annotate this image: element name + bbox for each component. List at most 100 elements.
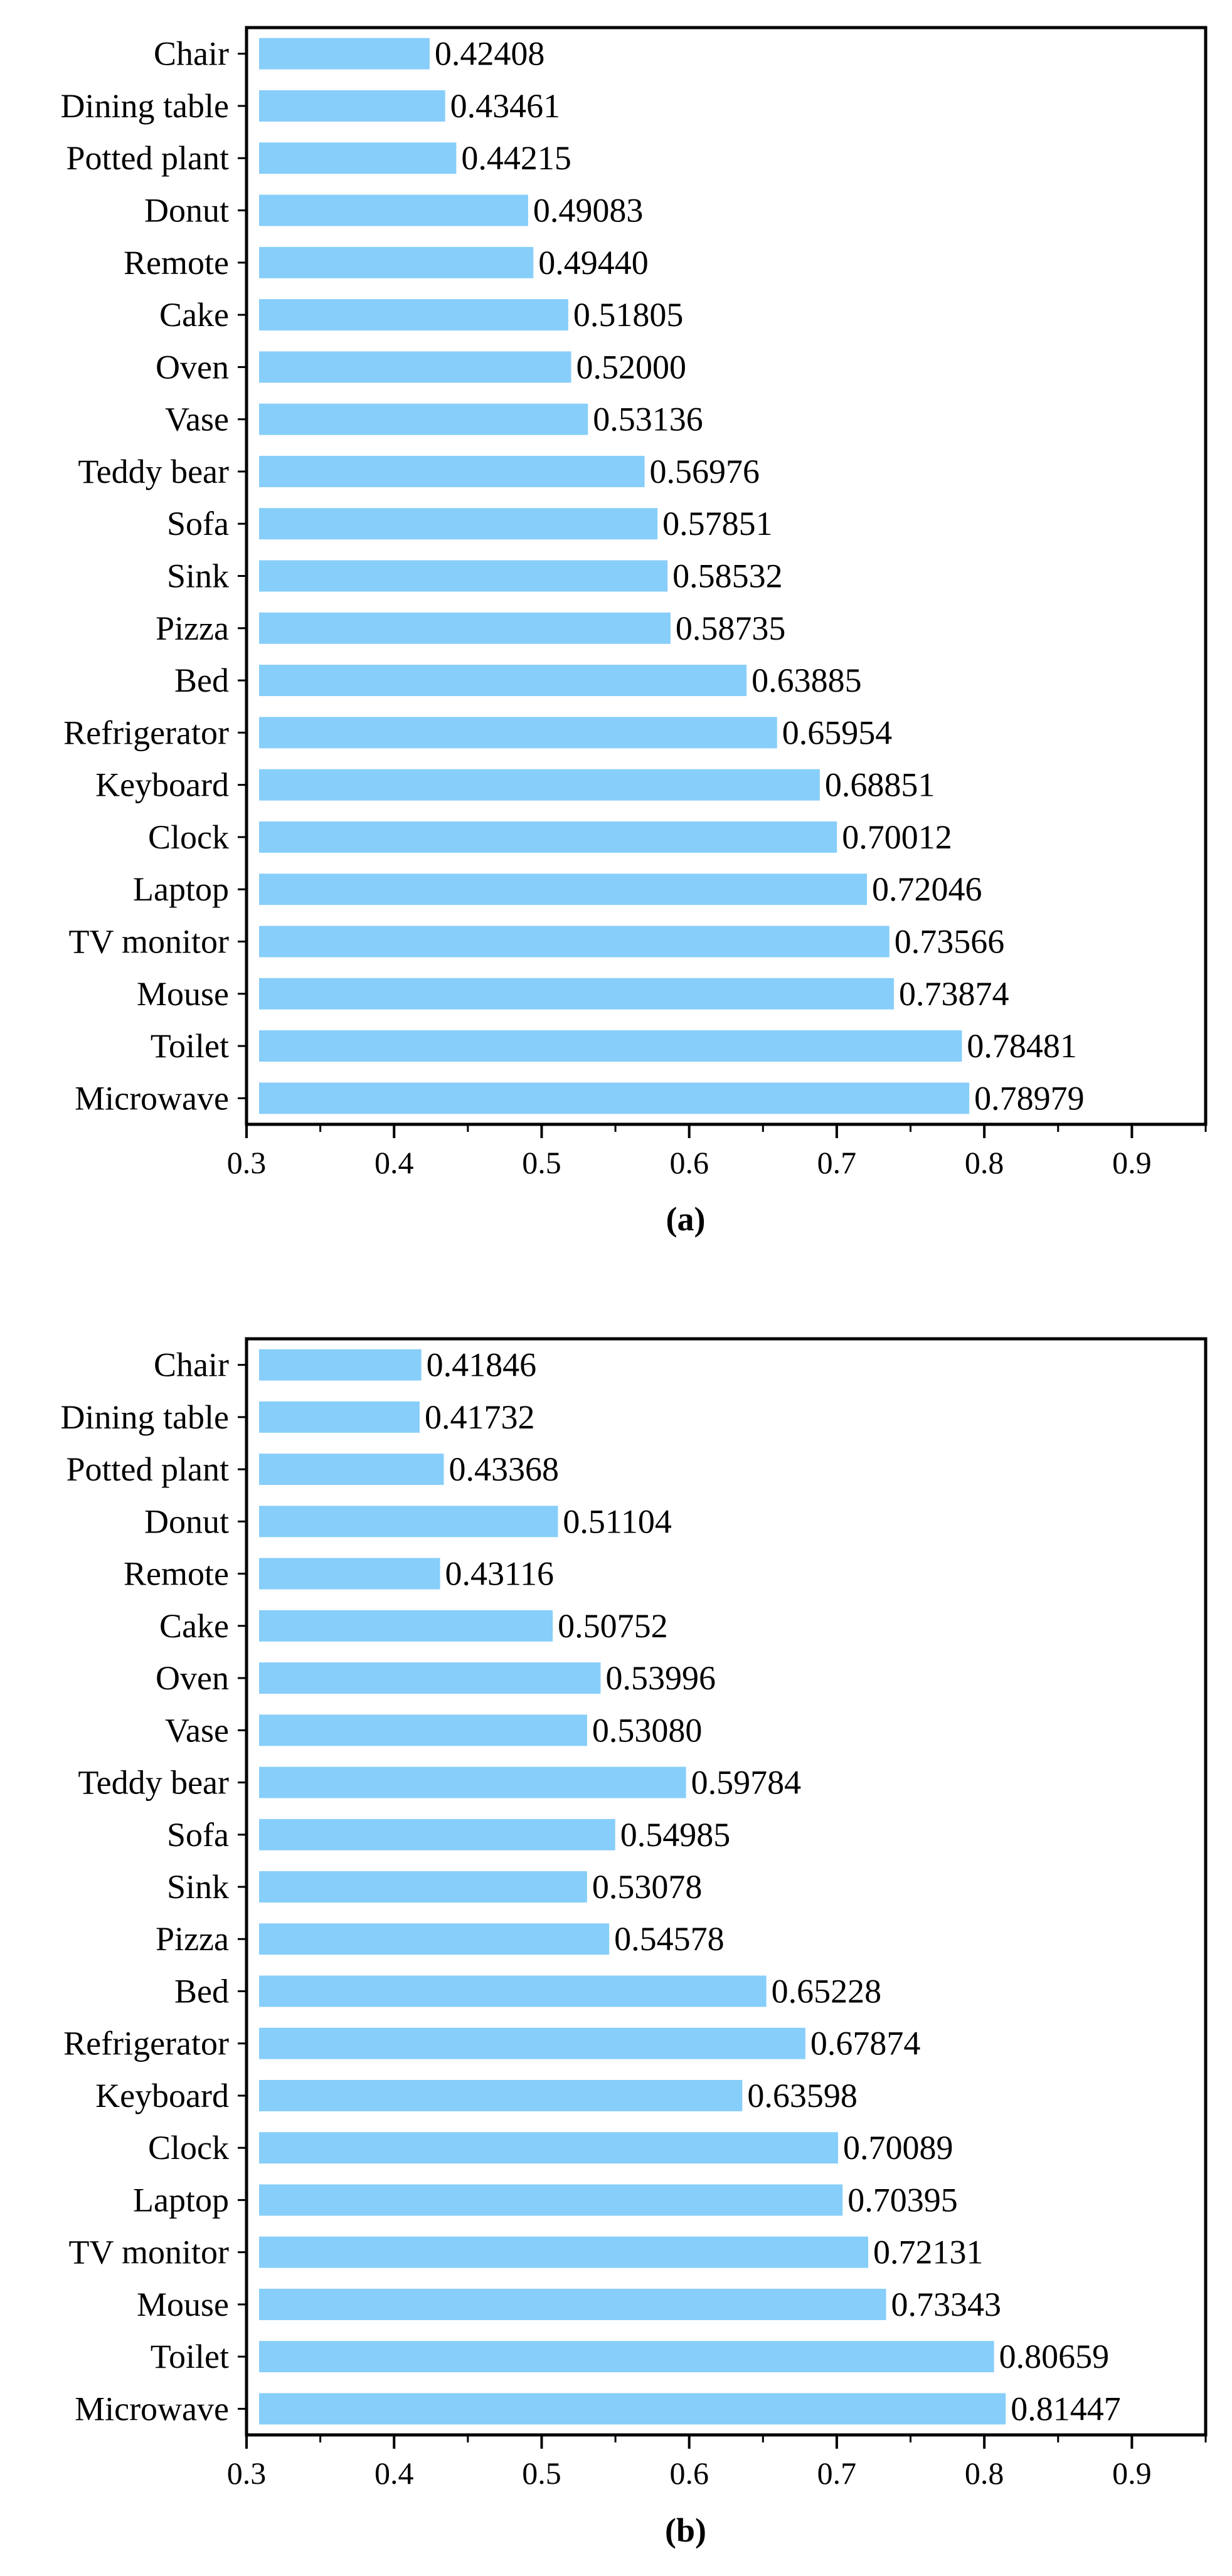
- data-label: 0.57851: [662, 505, 773, 542]
- category-label: Pizza: [156, 1920, 229, 1958]
- bar: [259, 1401, 420, 1433]
- data-label: 0.54578: [614, 1920, 724, 1958]
- x-tick-label: 0.9: [1112, 1145, 1152, 1180]
- data-label: 0.53996: [605, 1659, 715, 1697]
- bar: [259, 2132, 839, 2164]
- data-label: 0.53136: [593, 401, 703, 438]
- data-label: 0.78979: [974, 1079, 1085, 1117]
- x-tick-label: 0.6: [669, 2456, 709, 2491]
- data-label: 0.49440: [538, 244, 648, 282]
- bar: [259, 1714, 587, 1746]
- category-label: Microwave: [75, 1079, 229, 1117]
- data-label: 0.54985: [620, 1816, 731, 1854]
- data-label: 0.70012: [842, 818, 952, 856]
- data-label: 0.59784: [691, 1764, 802, 1802]
- bar: [259, 821, 837, 853]
- bar: [259, 1506, 558, 1538]
- data-label: 0.72046: [872, 870, 982, 908]
- x-tick-label: 0.3: [227, 2456, 267, 2491]
- category-label: Mouse: [137, 2286, 229, 2323]
- category-label: Teddy bear: [78, 453, 229, 490]
- bar: [259, 612, 671, 644]
- bar: [259, 38, 430, 70]
- data-label: 0.58735: [676, 610, 786, 647]
- bar: [259, 1030, 962, 1062]
- data-label: 0.70395: [847, 2181, 958, 2219]
- data-label: 0.73343: [891, 2286, 1002, 2323]
- bar: [259, 1871, 587, 1903]
- category-label: Sink: [167, 557, 229, 595]
- bar: [259, 1454, 444, 1486]
- category-label: Teddy bear: [78, 1764, 229, 1802]
- x-tick-label: 0.5: [522, 2456, 561, 2491]
- data-label: 0.44215: [461, 139, 571, 177]
- data-label: 0.42408: [435, 35, 545, 73]
- panel-caption: (b): [665, 2511, 706, 2549]
- bar: [259, 1610, 553, 1642]
- bar: [259, 2288, 886, 2320]
- category-label: Mouse: [137, 975, 229, 1013]
- category-label: Oven: [156, 348, 229, 386]
- category-label: Microwave: [75, 2390, 229, 2427]
- category-label: Donut: [144, 192, 229, 230]
- bar: [259, 246, 534, 278]
- bar: [259, 1082, 970, 1114]
- data-label: 0.53078: [592, 1868, 702, 1906]
- bar: [259, 1819, 615, 1850]
- data-label: 0.56976: [650, 453, 760, 490]
- x-tick-label: 0.8: [965, 2456, 1004, 2491]
- data-label: 0.73566: [895, 923, 1005, 961]
- bar: [259, 1923, 610, 1955]
- category-label: Bed: [174, 1972, 229, 2010]
- category-label: Vase: [165, 1711, 229, 1749]
- category-label: Pizza: [156, 610, 229, 647]
- x-tick-label: 0.7: [817, 2456, 857, 2491]
- bar: [259, 2236, 869, 2268]
- data-label: 0.80659: [999, 2338, 1110, 2375]
- data-label: 0.70089: [843, 2129, 953, 2167]
- category-label: Dining table: [61, 87, 229, 125]
- bar: [259, 508, 658, 540]
- category-label: Remote: [124, 244, 229, 282]
- bar: [259, 1558, 440, 1590]
- bar: [259, 403, 588, 435]
- data-label: 0.68851: [825, 766, 935, 804]
- x-tick-label: 0.5: [522, 1145, 561, 1180]
- category-label: Potted plant: [66, 1450, 229, 1488]
- category-label: Sofa: [167, 1816, 229, 1854]
- data-label: 0.73874: [899, 975, 1009, 1013]
- category-label: Clock: [148, 818, 229, 856]
- category-label: TV monitor: [69, 2234, 230, 2271]
- bar: [259, 769, 820, 801]
- data-label: 0.49083: [533, 192, 644, 230]
- bar: [259, 665, 747, 697]
- category-label: Remote: [124, 1555, 229, 1593]
- bar: [259, 1766, 686, 1798]
- category-label: Sink: [167, 1868, 229, 1906]
- bar: [259, 1662, 601, 1694]
- category-label: Keyboard: [95, 2077, 229, 2114]
- bar: [259, 874, 868, 905]
- category-label: Chair: [154, 35, 229, 73]
- category-label: Clock: [148, 2129, 229, 2167]
- bar: [259, 2341, 994, 2373]
- panel-caption: (a): [666, 1200, 706, 1238]
- bar: [259, 560, 668, 592]
- data-label: 0.53080: [592, 1711, 703, 1749]
- data-label: 0.41732: [425, 1398, 535, 1436]
- category-label: Toilet: [151, 2338, 229, 2375]
- category-label: Laptop: [133, 2181, 229, 2219]
- data-label: 0.52000: [576, 348, 687, 386]
- data-label: 0.81447: [1011, 2390, 1121, 2427]
- bar: [259, 1975, 767, 2007]
- x-tick-label: 0.7: [817, 1145, 857, 1180]
- category-label: Toilet: [151, 1027, 229, 1065]
- category-label: Vase: [165, 401, 229, 438]
- bar: [259, 351, 571, 383]
- data-label: 0.72131: [873, 2234, 984, 2271]
- data-label: 0.41846: [427, 1346, 537, 1384]
- category-label: Sofa: [167, 505, 229, 542]
- data-label: 0.63598: [747, 2077, 858, 2114]
- bar: [259, 142, 457, 174]
